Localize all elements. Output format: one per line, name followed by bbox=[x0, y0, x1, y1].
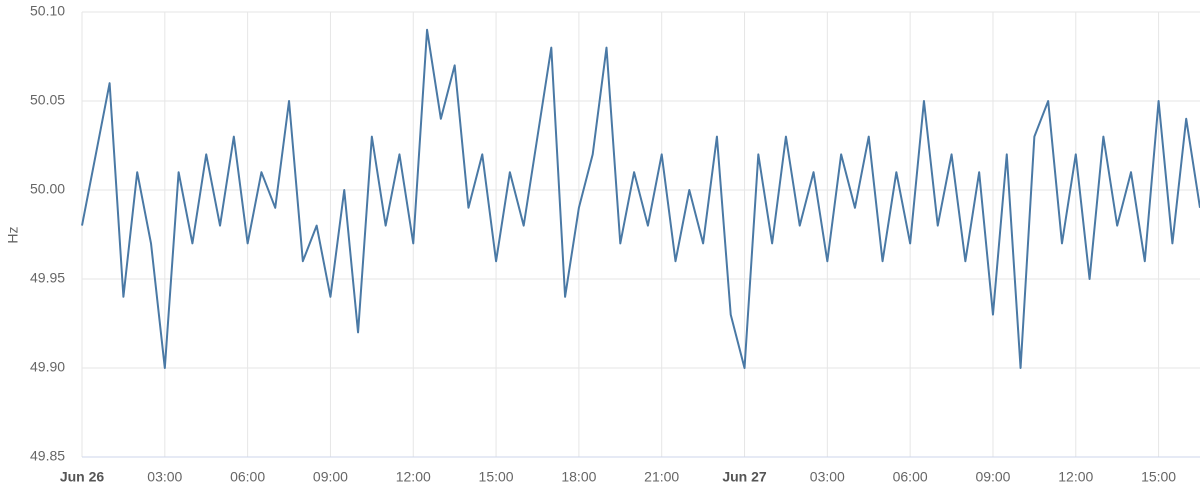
y-tick-label: 49.95 bbox=[30, 270, 65, 286]
x-tick-label: 03:00 bbox=[810, 469, 845, 485]
x-tick-label: 09:00 bbox=[313, 469, 348, 485]
y-tick-label: 50.10 bbox=[30, 3, 65, 19]
y-tick-label: 49.85 bbox=[30, 448, 65, 464]
x-tick-label: Jun 27 bbox=[722, 469, 767, 485]
y-axis-title: Hz bbox=[5, 226, 21, 243]
x-tick-label: 12:00 bbox=[396, 469, 431, 485]
y-tick-label: 50.00 bbox=[30, 181, 65, 197]
x-tick-label: 15:00 bbox=[479, 469, 514, 485]
y-tick-label: 49.90 bbox=[30, 359, 65, 375]
data-line bbox=[81, 28, 1200, 369]
y-tick-label: 50.05 bbox=[30, 92, 65, 108]
x-tick-label: 12:00 bbox=[1058, 469, 1093, 485]
x-tick-label: Jun 26 bbox=[60, 469, 105, 485]
x-tick-label: 18:00 bbox=[561, 469, 596, 485]
x-tick-label: 03:00 bbox=[147, 469, 182, 485]
x-tick-label: 21:00 bbox=[644, 469, 679, 485]
x-tick-label: 09:00 bbox=[975, 469, 1010, 485]
x-tick-label: 15:00 bbox=[1141, 469, 1176, 485]
x-tick-label: 06:00 bbox=[230, 469, 265, 485]
x-tick-label: 06:00 bbox=[893, 469, 928, 485]
